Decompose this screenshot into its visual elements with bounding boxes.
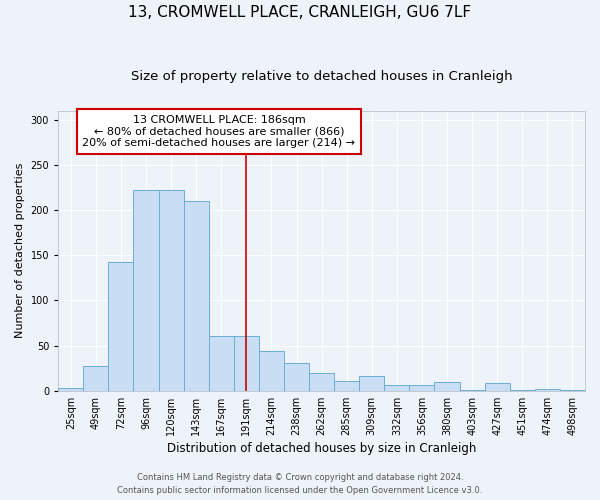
Text: Contains HM Land Registry data © Crown copyright and database right 2024.
Contai: Contains HM Land Registry data © Crown c… xyxy=(118,474,482,495)
Bar xyxy=(184,201,209,391)
Bar xyxy=(58,388,83,391)
Bar xyxy=(309,372,334,391)
Bar xyxy=(359,376,385,391)
Bar xyxy=(535,389,560,391)
Bar xyxy=(158,190,184,391)
X-axis label: Distribution of detached houses by size in Cranleigh: Distribution of detached houses by size … xyxy=(167,442,476,455)
Title: Size of property relative to detached houses in Cranleigh: Size of property relative to detached ho… xyxy=(131,70,512,83)
Bar xyxy=(284,363,309,391)
Bar xyxy=(334,381,359,391)
Bar xyxy=(209,336,234,391)
Text: 13 CROMWELL PLACE: 186sqm
← 80% of detached houses are smaller (866)
20% of semi: 13 CROMWELL PLACE: 186sqm ← 80% of detac… xyxy=(82,115,355,148)
Y-axis label: Number of detached properties: Number of detached properties xyxy=(15,163,25,338)
Bar xyxy=(234,336,259,391)
Bar xyxy=(409,386,434,391)
Bar xyxy=(485,382,510,391)
Bar xyxy=(259,351,284,391)
Bar xyxy=(510,390,535,391)
Bar xyxy=(460,390,485,391)
Bar xyxy=(385,386,409,391)
Bar xyxy=(109,262,133,391)
Bar xyxy=(133,190,158,391)
Bar xyxy=(83,366,109,391)
Bar xyxy=(560,390,585,391)
Bar xyxy=(434,382,460,391)
Text: 13, CROMWELL PLACE, CRANLEIGH, GU6 7LF: 13, CROMWELL PLACE, CRANLEIGH, GU6 7LF xyxy=(128,5,472,20)
